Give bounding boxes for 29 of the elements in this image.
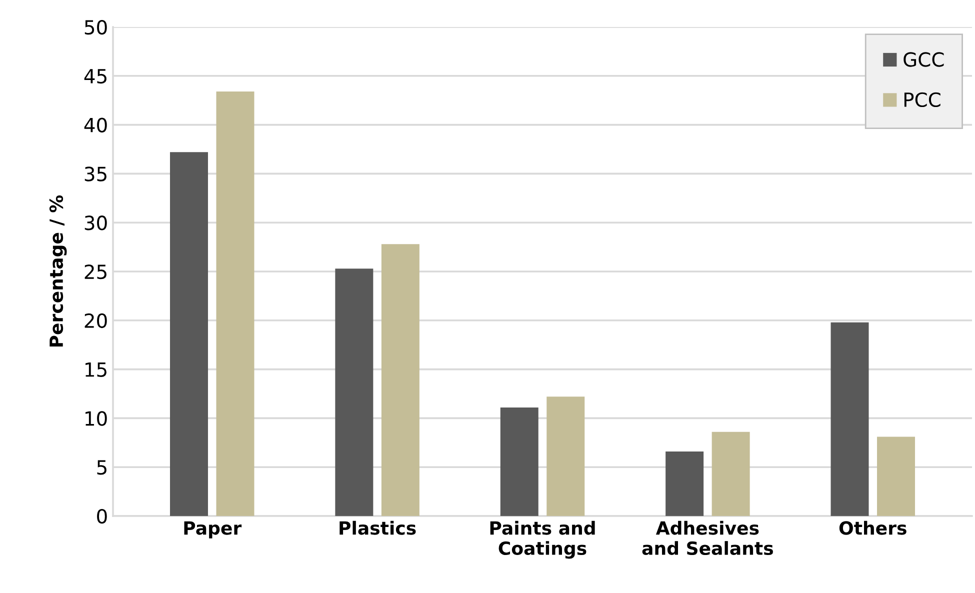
x-tick-label: Paints and Coatings [490,520,595,559]
legend-label: PCC [904,92,940,108]
legend-label: GCC [904,52,944,67]
y-tick-label: 35 [84,166,106,182]
bar [381,244,420,516]
y-tick-label: 40 [84,118,107,132]
x-tick-label: Plastics [340,520,416,535]
y-tick-label: 5 [97,460,106,475]
x-tick-label: Others [839,520,906,535]
x-tick-label: Adhesives and Sealants [642,520,773,556]
x-tick-label: Paper [184,521,242,538]
bar [666,451,704,516]
y-tick-label: 0 [97,508,107,524]
bar [216,92,254,516]
bar [335,268,374,516]
y-tick-label: 30 [84,216,107,230]
y-tick-label: 25 [84,264,106,280]
y-tick-label: 50 [84,20,107,35]
y-tick-label: 45 [84,69,106,84]
bar [546,396,585,516]
bar [712,432,750,516]
y-tick-label: 15 [86,362,106,377]
y-axis-title: Percentage / % [49,195,67,347]
bar [830,322,869,516]
bar [500,407,538,516]
y-tick-label: 20 [84,313,107,328]
bar [170,152,208,516]
bar [877,436,916,516]
y-tick-label: 10 [86,411,107,426]
